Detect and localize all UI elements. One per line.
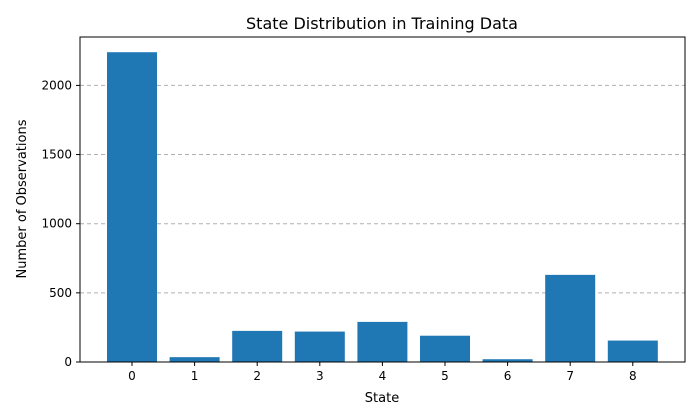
y-tick-label: 1500 [41, 148, 72, 162]
x-tick-label: 6 [504, 369, 512, 383]
x-tick-label: 1 [191, 369, 199, 383]
bar-state-8 [607, 340, 658, 362]
x-tick-label: 2 [253, 369, 261, 383]
x-tick-label: 3 [316, 369, 324, 383]
x-axis-label: State [365, 391, 399, 406]
x-tick-label: 4 [379, 369, 387, 383]
bar-state-1 [169, 357, 220, 362]
y-tick-label: 1000 [41, 217, 72, 231]
y-axis-ticks: 0 500 1000 1500 2000 [41, 78, 80, 369]
gridlines [80, 84, 685, 294]
y-axis-label: Number of Observations [15, 119, 30, 278]
bar-state-5 [420, 335, 470, 362]
y-tick-label: 500 [49, 286, 72, 300]
x-tick-label: 5 [441, 369, 449, 383]
bars [107, 52, 658, 362]
bar-state-3 [294, 331, 345, 362]
y-tick-label: 2000 [41, 78, 72, 92]
x-tick-label: 0 [128, 369, 136, 383]
bar-state-6 [482, 359, 533, 362]
bar-state-4 [357, 321, 408, 362]
x-tick-label: 8 [629, 369, 637, 383]
bar-state-7 [545, 274, 596, 362]
bar-state-0 [107, 52, 157, 362]
bar-state-2 [232, 330, 283, 362]
y-tick-label: 0 [64, 355, 72, 369]
x-tick-label: 7 [566, 369, 574, 383]
x-axis-ticks: 0 1 2 3 4 5 6 7 8 [128, 362, 637, 383]
chart-title: State Distribution in Training Data [246, 14, 518, 33]
